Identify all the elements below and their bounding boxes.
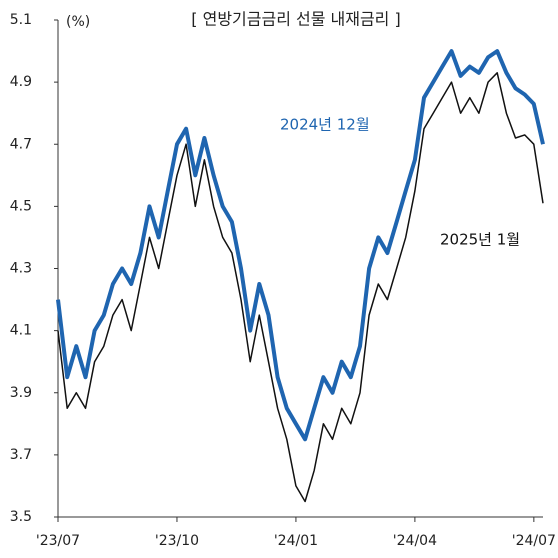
x-tick-label: '24/01 [274, 533, 318, 549]
x-tick-label: '23/07 [36, 533, 80, 549]
chart-title: [ 연방기금금리 선물 내재금리 ] [191, 10, 400, 29]
y-axis-label: (%) [66, 14, 90, 30]
y-tick-label: 3.9 [10, 385, 32, 401]
x-tick-label: '23/10 [155, 533, 199, 549]
legend-label: 2025년 1월 [440, 231, 520, 249]
x-tick-label: '24/07 [512, 533, 556, 549]
y-tick-label: 4.7 [10, 136, 32, 152]
series-line [56, 49, 545, 442]
series-line [57, 72, 544, 503]
y-tick-label: 4.9 [10, 74, 32, 90]
x-tick-label: '24/04 [393, 533, 437, 549]
y-tick-label: 4.1 [10, 323, 32, 339]
y-tick-label: 4.3 [10, 261, 32, 277]
y-tick-label: 4.5 [10, 198, 32, 214]
y-tick-label: 3.7 [10, 447, 32, 463]
legend-label: 2024년 12월 [280, 116, 370, 134]
y-tick-label: 5.1 [10, 12, 32, 28]
y-tick-label: 3.5 [10, 509, 32, 525]
